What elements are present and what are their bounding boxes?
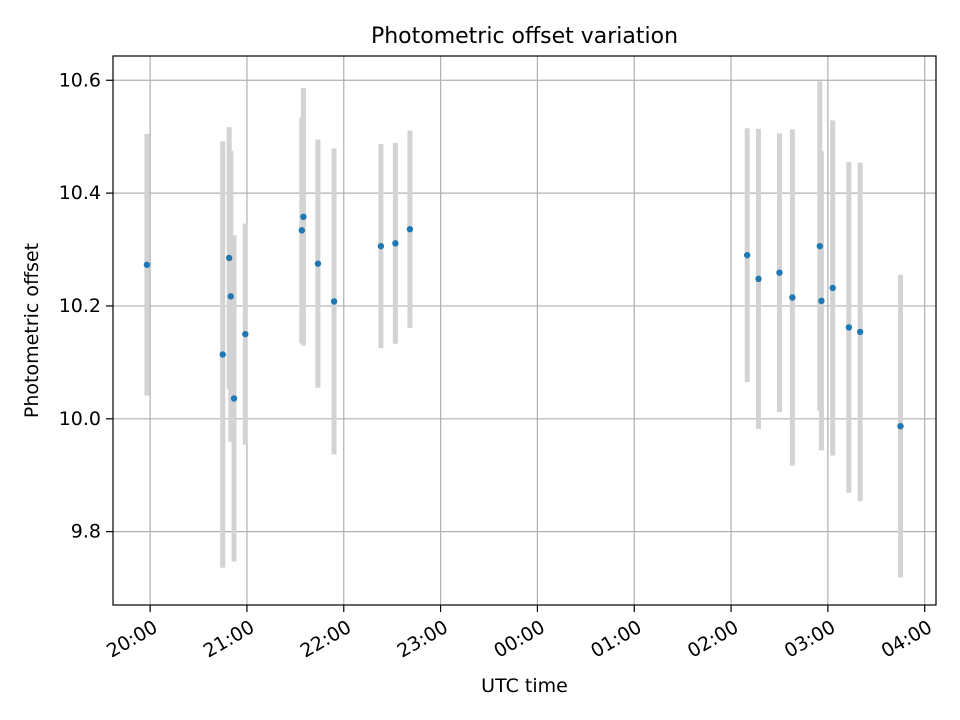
data-point bbox=[789, 294, 796, 301]
data-point bbox=[816, 242, 824, 250]
data-point bbox=[856, 328, 864, 336]
x-axis-label: UTC time bbox=[481, 675, 568, 697]
data-point bbox=[330, 298, 338, 305]
data-point bbox=[776, 269, 783, 276]
data-point bbox=[743, 251, 751, 259]
data-points bbox=[143, 213, 904, 430]
data-point bbox=[230, 395, 238, 402]
data-point bbox=[225, 254, 233, 262]
data-point bbox=[300, 213, 307, 221]
data-point bbox=[845, 324, 853, 331]
data-point bbox=[755, 275, 762, 283]
data-point bbox=[392, 240, 399, 247]
y-tick-label: 10.4 bbox=[59, 182, 101, 204]
data-point bbox=[897, 422, 904, 430]
data-point bbox=[406, 226, 414, 233]
data-point bbox=[242, 330, 249, 338]
data-point bbox=[298, 227, 306, 234]
y-tick-label: 9.8 bbox=[71, 521, 101, 543]
gridlines bbox=[113, 56, 936, 605]
axes-frame bbox=[112, 55, 937, 606]
y-axis-ticks: 9.8 10.0 10.2 10.4 10.6 bbox=[59, 69, 113, 543]
y-tick-label: 10.2 bbox=[59, 295, 101, 317]
data-point bbox=[377, 242, 385, 250]
data-point bbox=[829, 284, 836, 292]
plot-area bbox=[113, 56, 936, 605]
data-point bbox=[219, 351, 226, 358]
y-axis-label: Photometric offset bbox=[21, 243, 43, 418]
data-point bbox=[143, 261, 151, 268]
y-tick-label: 10.0 bbox=[59, 408, 101, 430]
chart-title: Photometric offset variation bbox=[371, 24, 678, 49]
y-tick-label: 10.6 bbox=[59, 69, 101, 91]
data-point bbox=[818, 297, 825, 305]
data-point bbox=[227, 293, 235, 300]
data-point bbox=[314, 260, 322, 267]
